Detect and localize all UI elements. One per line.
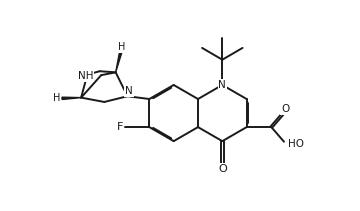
Text: O: O (281, 104, 289, 114)
Text: O: O (218, 164, 227, 174)
Text: F: F (116, 122, 123, 132)
Text: N: N (125, 86, 133, 96)
Text: NH: NH (78, 71, 94, 81)
Polygon shape (62, 97, 81, 100)
Text: H: H (118, 42, 125, 52)
Text: N: N (219, 80, 226, 90)
Polygon shape (116, 52, 122, 72)
Text: HO: HO (288, 139, 304, 149)
Text: H: H (53, 93, 61, 103)
